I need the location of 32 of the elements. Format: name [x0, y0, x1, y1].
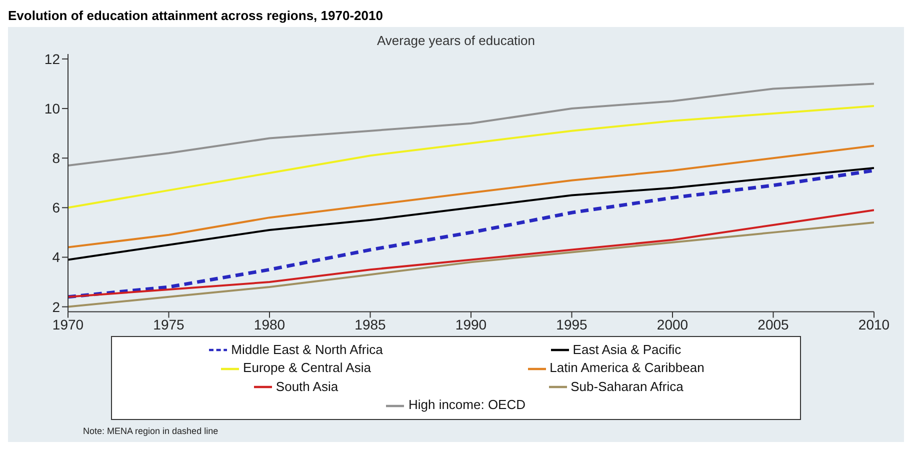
text: Note: MENA region in dashed line	[83, 426, 220, 436]
x-tick-label: 2000	[656, 316, 688, 333]
line-series	[68, 222, 874, 308]
y-tick-label: 4	[52, 249, 60, 266]
legend-label: Latin America & Caribbean	[550, 360, 704, 376]
y-tick-label: 8	[52, 150, 60, 166]
line-series	[68, 168, 874, 299]
line-series	[68, 105, 874, 209]
y-tick-label: 6	[52, 200, 60, 216]
x-tick-label: 1985	[354, 316, 386, 333]
x-tick-label: 1975	[153, 316, 185, 333]
legend-label: Middle East & North Africa	[231, 342, 383, 357]
y-tick-label: 2	[52, 298, 60, 315]
y-tick-label: 10	[44, 100, 60, 116]
line-series	[68, 82, 874, 167]
x-tick-label: 1990	[455, 316, 487, 333]
chart-title: Evolution of education attainment across regions, 1970-2010	[8, 8, 384, 23]
line-series	[68, 209, 874, 298]
y-tick-label: 12	[44, 50, 60, 67]
x-tick-label: 1995	[556, 316, 588, 333]
legend-label: East Asia & Pacific	[572, 342, 682, 357]
x-tick-label: 2005	[758, 316, 790, 333]
legend-label: South Asia	[276, 378, 338, 394]
x-tick-label: 1980	[254, 316, 286, 333]
legend-label: Sub-Saharan Africa	[570, 378, 684, 394]
legend-label: Europe & Central Asia	[243, 360, 371, 376]
chart-subtitle: Average years of education	[376, 33, 536, 48]
line-series	[68, 167, 874, 261]
x-tick-label: 2010	[858, 316, 890, 333]
legend-label: High income: OECD	[408, 397, 526, 412]
x-tick-label: 1970	[52, 316, 84, 333]
line-series	[68, 144, 874, 248]
